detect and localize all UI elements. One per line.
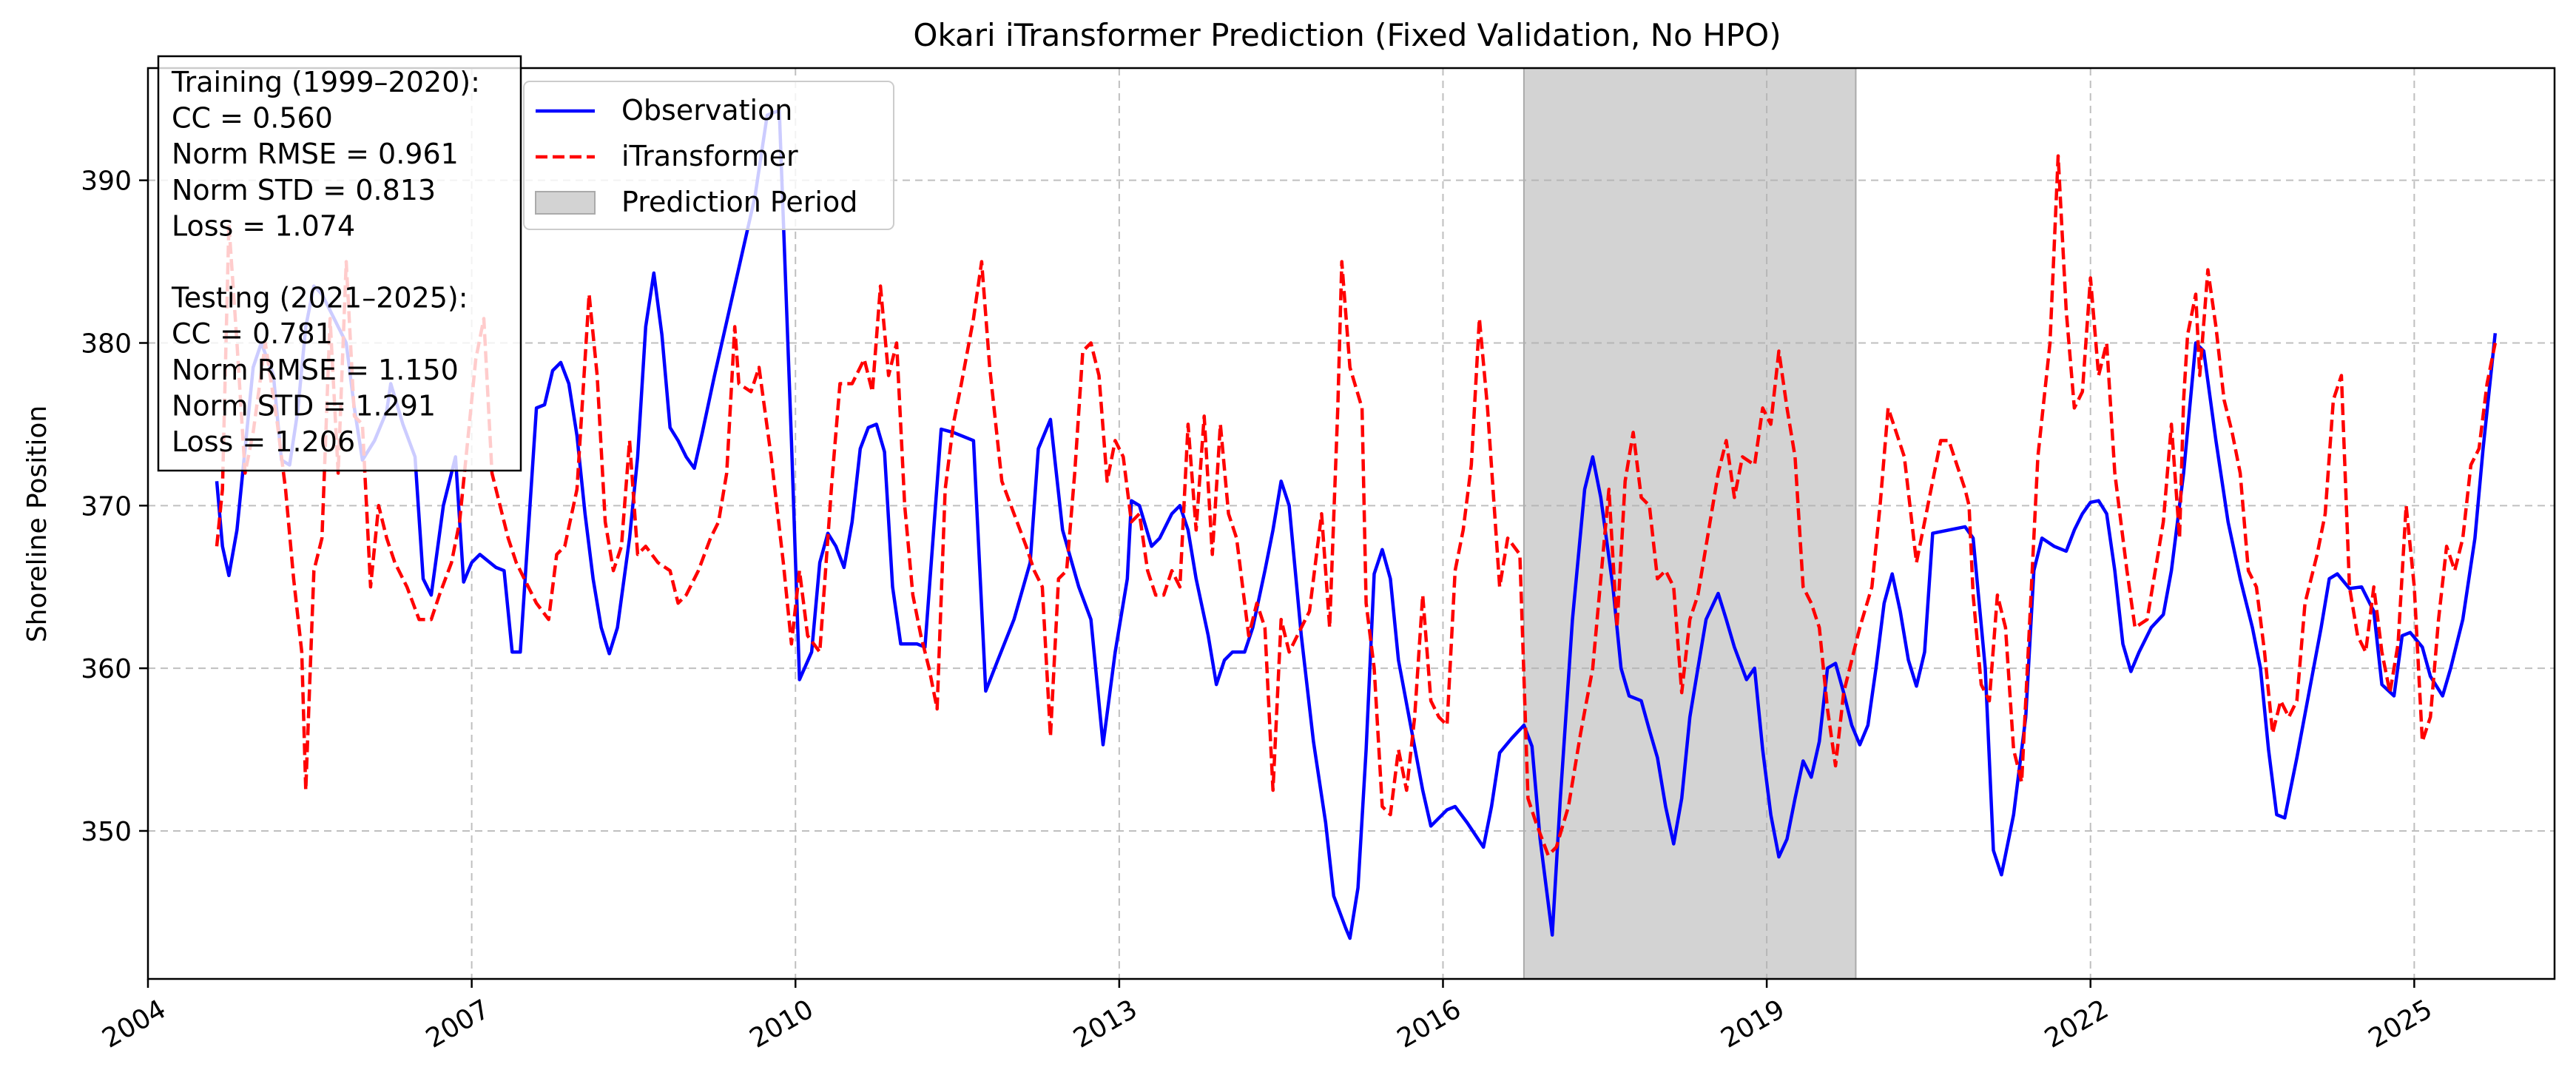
series-line-itransformer [215,154,2498,858]
y-tick-label: 360 [81,654,132,684]
legend-period-swatch [535,191,596,215]
legend-period-label: Prediction Period [621,186,857,218]
stats-line: Norm STD = 1.291 [172,389,436,422]
y-tick-label: 390 [81,166,132,197]
stats-line: Training (1999–2020): [171,66,480,98]
stats-line: Norm RMSE = 1.150 [172,354,459,386]
stats-line: Loss = 1.074 [172,209,355,242]
prediction-period-band [1523,68,1857,979]
legend-observation-label: Observation [621,94,792,127]
series-line-observation [215,108,2498,940]
stats-line: Norm RMSE = 0.961 [172,138,459,170]
legend-frame [523,81,894,230]
chart-title: Okari iTransformer Prediction (Fixed Val… [913,17,1781,53]
stats-line: Norm STD = 0.813 [172,174,436,206]
legend: Observation iTransformer Prediction Peri… [523,81,894,230]
series-layer [215,108,2498,940]
plot-frame [146,67,2556,980]
stats-box-frame [157,55,522,472]
y-tick-label: 370 [81,491,132,522]
stats-line: CC = 0.560 [172,102,333,135]
stats-line: CC = 0.781 [172,317,333,350]
y-tick-label: 380 [81,329,132,359]
y-tick-label: 350 [81,817,132,847]
stats-line: Testing (2021–2025): [171,282,468,314]
prediction-period-layer [1523,68,1857,979]
legend-prediction-label: iTransformer [621,140,798,172]
y-axis-label: Shoreline Position [22,405,53,642]
stats-line: Loss = 1.206 [172,425,355,458]
y-axis-ticks: 350 360 370 380 390 [81,166,148,847]
